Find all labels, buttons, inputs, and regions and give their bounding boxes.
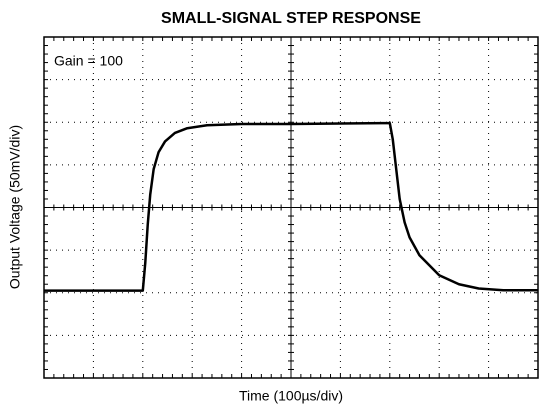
waveform bbox=[44, 121, 538, 292]
y-axis-label: Output Voltage (50mV/div) bbox=[7, 125, 23, 289]
x-axis-label: Time (100µs/div) bbox=[239, 388, 343, 404]
plot-frame bbox=[43, 36, 539, 379]
chart-title: SMALL-SIGNAL STEP RESPONSE bbox=[161, 10, 421, 27]
annotation: Gain = 100 bbox=[54, 53, 123, 69]
